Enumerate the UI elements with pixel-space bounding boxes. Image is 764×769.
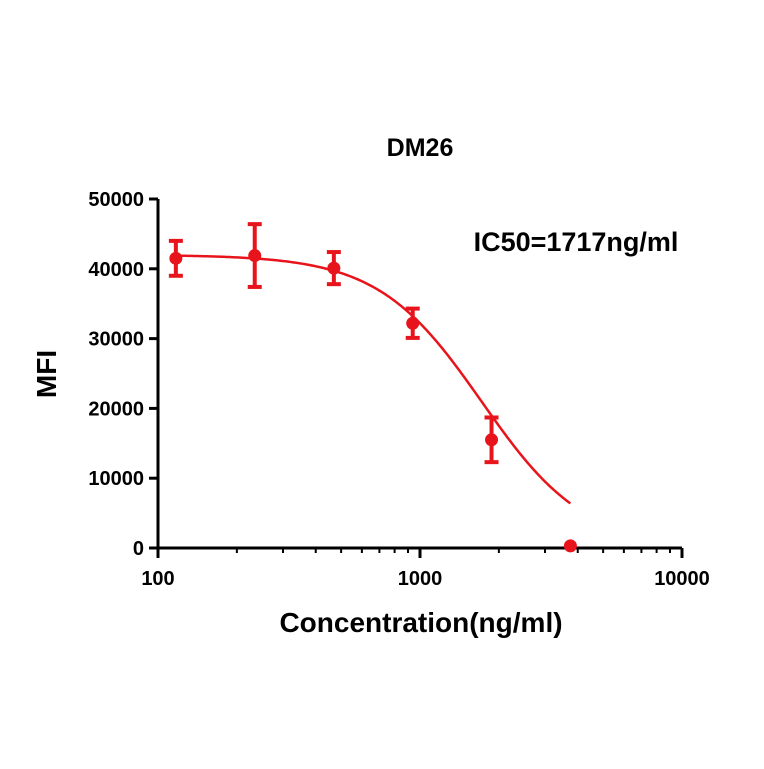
x-axis-label: Concentration(ng/ml): [279, 607, 562, 638]
data-marks: [168, 222, 577, 553]
axes: [149, 197, 684, 558]
x-tick-label: 10000: [654, 568, 710, 590]
ic50-annotation: IC50=1717ng/ml: [474, 227, 679, 257]
fit-curve: [175, 254, 572, 505]
tick-labels: 0 10000 20000 30000 40000 50000 100 1000 10000: [88, 189, 709, 590]
data-point: [485, 433, 499, 447]
data-point: [169, 251, 183, 265]
y-tick-label: 10000: [88, 468, 144, 490]
data-point: [248, 249, 262, 263]
y-tick-label: 30000: [88, 329, 144, 351]
y-tick-label: 50000: [88, 189, 144, 211]
chart-title: DM26: [387, 134, 454, 162]
y-tick-label: 0: [133, 538, 144, 560]
y-tick-label: 20000: [88, 398, 144, 420]
x-tick-label: 1000: [398, 568, 443, 590]
data-point: [406, 316, 420, 330]
y-axis-label: MFI: [31, 350, 62, 398]
data-point: [563, 539, 577, 553]
y-tick-label: 40000: [88, 259, 144, 281]
data-point: [327, 261, 341, 275]
x-tick-label: 100: [141, 568, 174, 590]
